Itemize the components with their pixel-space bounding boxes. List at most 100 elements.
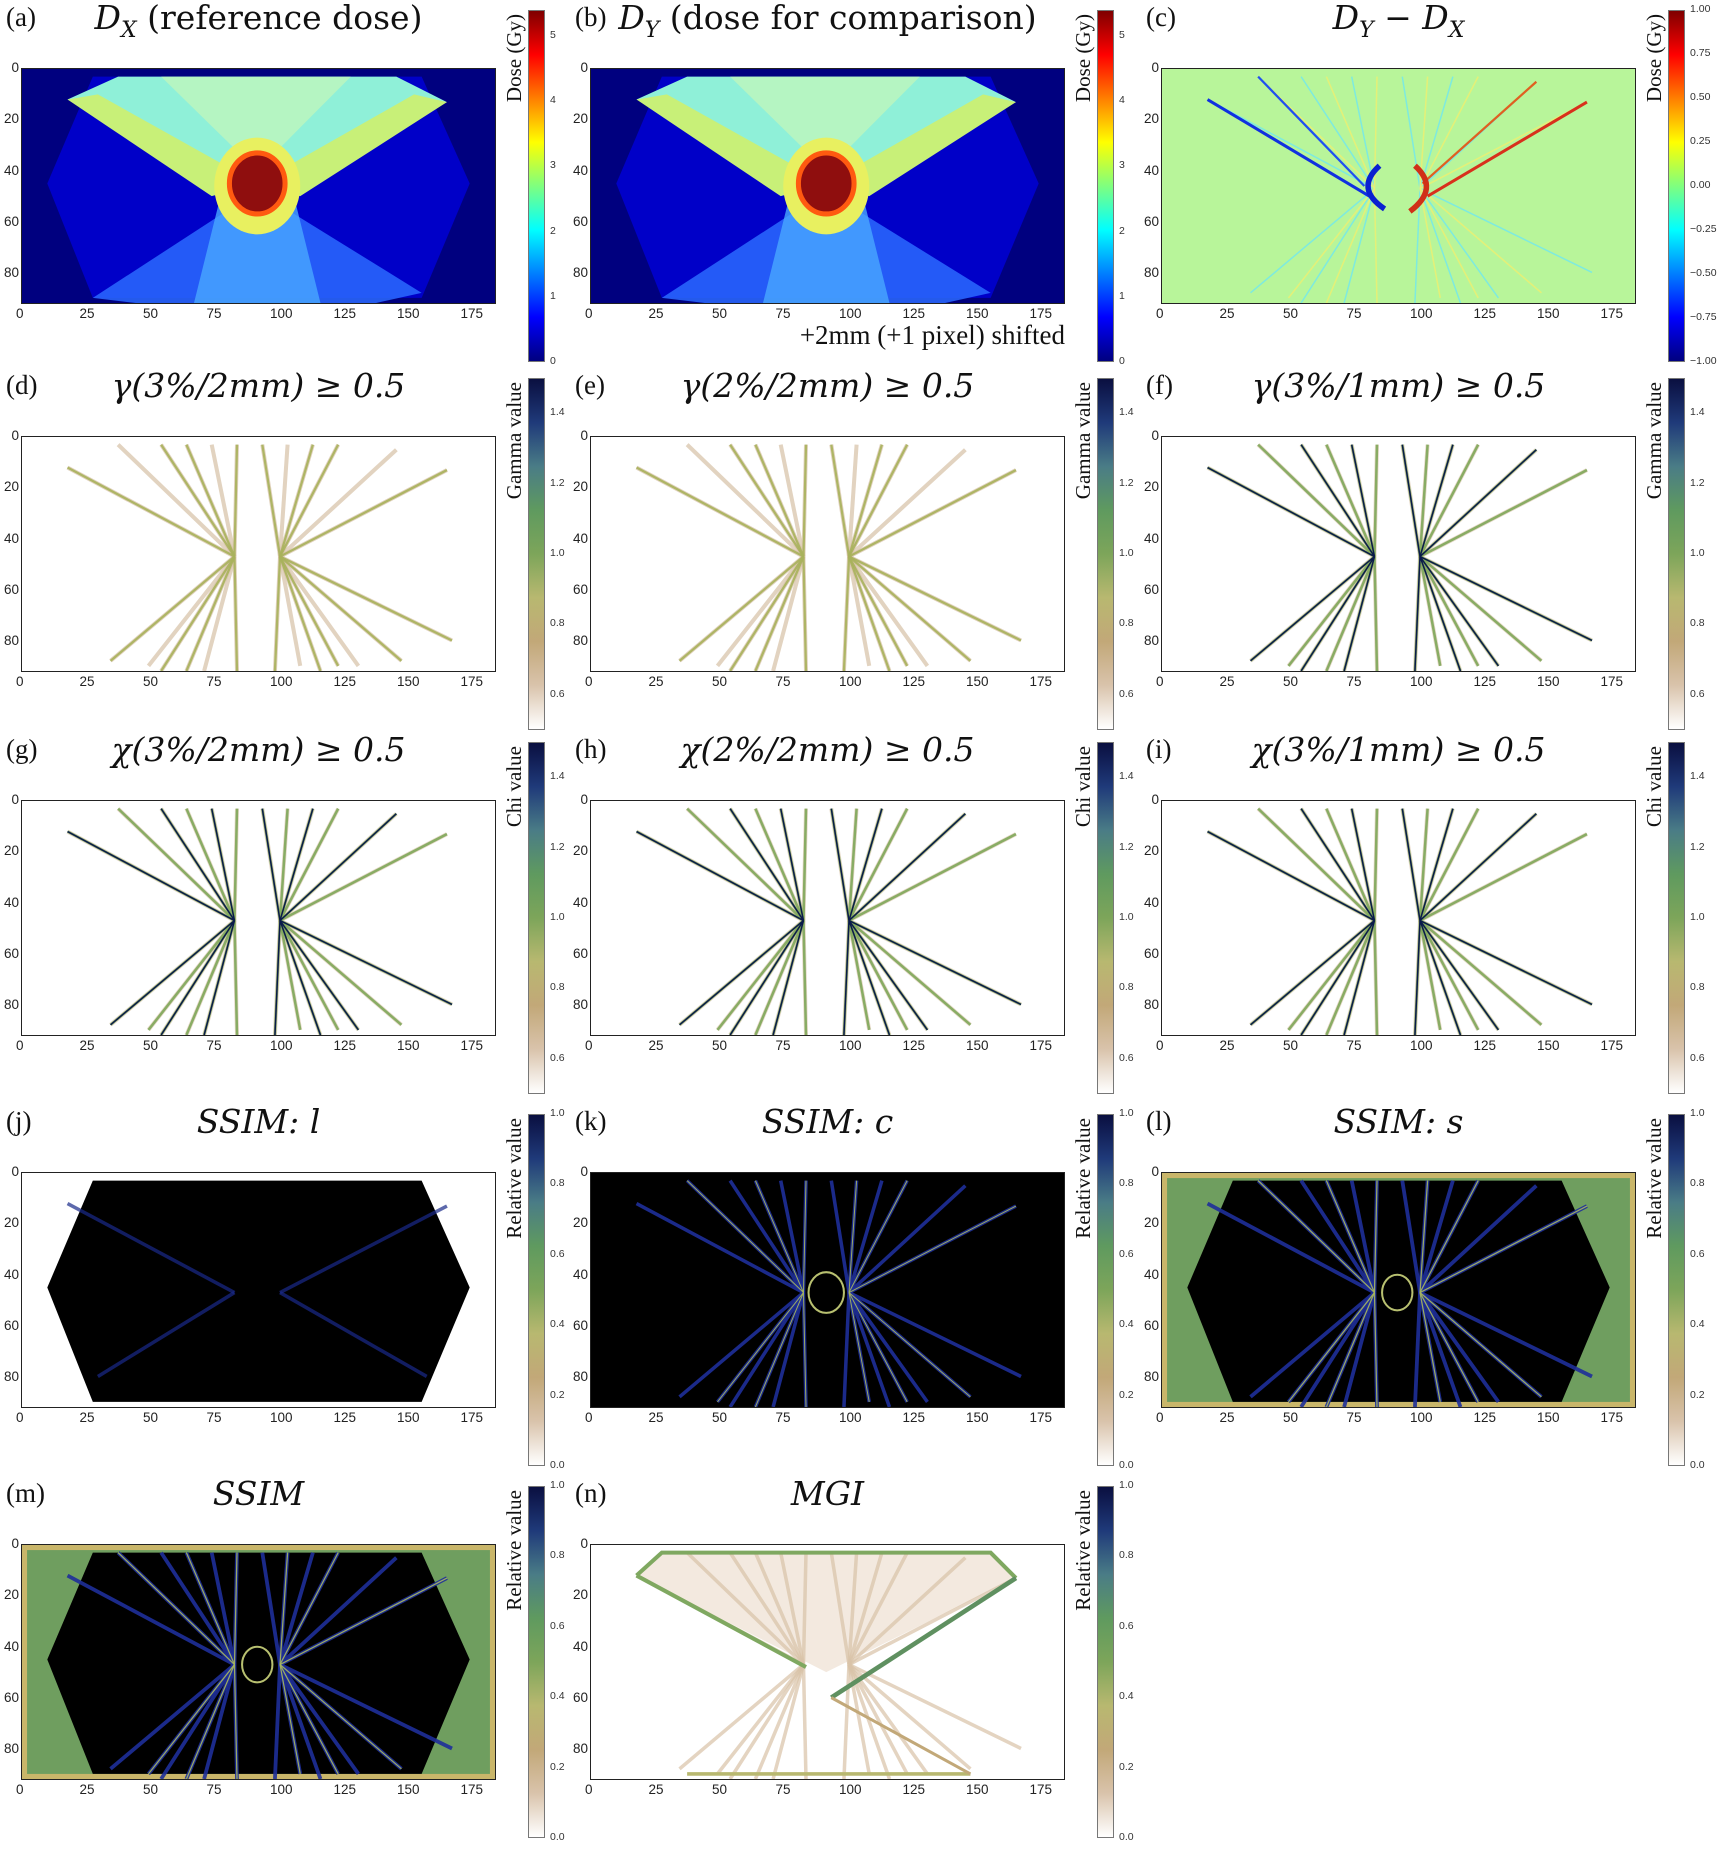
colorbar-tick-label: 1.0 xyxy=(1119,547,1134,559)
upper-beam-mark xyxy=(730,76,920,171)
beam-mark xyxy=(728,1551,805,1666)
beam-mark xyxy=(1414,920,1421,1035)
title-segment: MGI xyxy=(790,1474,865,1513)
colorbar-tick-label: 0.2 xyxy=(1690,1388,1705,1401)
beam-mark xyxy=(279,1204,448,1295)
x-tick-label: 100 xyxy=(839,1410,862,1425)
x-tick-label: 50 xyxy=(712,674,728,689)
edge-mark xyxy=(830,1576,1018,1700)
beam-mark xyxy=(1419,1292,1441,1403)
x-tick-label: 125 xyxy=(333,674,357,689)
y-tick-label: 20 xyxy=(3,111,19,127)
y-tick-label: 60 xyxy=(572,1689,588,1705)
x-tick-label: 150 xyxy=(397,1038,420,1053)
heatmap-plot xyxy=(590,800,1065,1036)
target-mark xyxy=(806,892,847,949)
x-tick-label: 175 xyxy=(460,674,484,689)
x-tick-label: 175 xyxy=(1600,1410,1624,1425)
x-tick-label: 75 xyxy=(775,1410,791,1425)
beam-mark xyxy=(278,444,340,558)
beam-mark xyxy=(1419,920,1500,1031)
x-tick-label: 25 xyxy=(79,1410,95,1425)
beam-mark xyxy=(847,1184,967,1294)
beam-mark xyxy=(278,920,302,1031)
y-tick-label: 0 xyxy=(580,1536,588,1551)
x-tick-label: 100 xyxy=(270,306,293,321)
beam-mark xyxy=(1373,808,1379,921)
heatmap-image xyxy=(635,443,1022,671)
beam-mark xyxy=(1419,187,1542,294)
panel-title: DY − DX xyxy=(1161,0,1636,43)
colorbar-tick-label: 1 xyxy=(550,289,556,302)
panel-e: (e) γ(2%/2mm) ≥ 0.5 0 25 50 75 100 125 150 175 0 20… xyxy=(572,366,1142,738)
beam-mark xyxy=(1250,555,1375,662)
beam-mark xyxy=(1419,101,1588,190)
panel-label: (j) xyxy=(6,1106,32,1136)
colorbar-tick-label: 0.8 xyxy=(1119,981,1134,994)
title-segment: χ(3%/2mm) ≥ 0.5 xyxy=(111,730,406,769)
x-tick-label: 25 xyxy=(79,1038,95,1053)
x-tick-label: 175 xyxy=(460,306,484,321)
y-tick-label: 20 xyxy=(572,1587,588,1603)
beam-mark xyxy=(1418,808,1480,922)
beam-mark xyxy=(67,830,235,922)
colorbar-tick-label: 0.0 xyxy=(1690,1459,1705,1471)
beam-mark xyxy=(801,1664,808,1779)
y-tick-label: 80 xyxy=(3,1369,19,1385)
x-tick-label: 25 xyxy=(79,674,95,689)
title-segment: γ(3%/1mm) ≥ 0.5 xyxy=(1251,366,1546,405)
panel-b: (b) DY (dose for comparison) 0 25 50 75 100 125… xyxy=(573,0,1142,370)
x-tick-label: 100 xyxy=(1410,674,1433,689)
x-tick-label: 150 xyxy=(397,1782,420,1797)
beam-mark xyxy=(117,1552,235,1666)
heatmap-plot xyxy=(21,800,496,1036)
x-tick-label: 50 xyxy=(143,674,159,689)
x-tick-label: 25 xyxy=(648,1410,664,1425)
colorbar-tick-label: 5 xyxy=(1119,29,1125,42)
y-tick-label: 20 xyxy=(1143,843,1159,859)
beam-mark xyxy=(1350,76,1376,189)
colorbar-label: Dose (Gy) xyxy=(1642,14,1666,103)
x-tick-label: 0 xyxy=(16,1410,24,1425)
beam-mark xyxy=(729,555,805,671)
negative-beam-mark xyxy=(1257,75,1366,187)
colorbar-tick-label: −0.25 xyxy=(1690,223,1717,235)
beam-mark xyxy=(1418,556,1442,667)
x-tick-label: 25 xyxy=(648,674,664,689)
colorbar-tick-label: 0.6 xyxy=(550,1247,565,1260)
heatmap-plot xyxy=(1161,1172,1636,1408)
x-tick-label: 75 xyxy=(775,306,791,321)
y-tick-label: 60 xyxy=(1143,945,1159,961)
x-tick-label: 0 xyxy=(585,674,593,689)
beam-mark xyxy=(753,1663,806,1779)
colorbar-tick-label: 0.8 xyxy=(1119,1177,1134,1190)
x-tick-label: 175 xyxy=(1029,1782,1053,1797)
beam-mark xyxy=(1373,920,1379,1035)
x-tick-label: 75 xyxy=(775,1038,791,1053)
beam-mark xyxy=(716,1663,805,1776)
colorbar-tick-label: 1.0 xyxy=(550,911,565,923)
beam-mark xyxy=(842,1292,851,1407)
colorbar-tick-label: 0.0 xyxy=(1119,1459,1134,1471)
x-tick-label: 125 xyxy=(333,1410,357,1425)
beam-mark xyxy=(1419,76,1479,189)
beam-mark xyxy=(1207,466,1375,558)
colorbar-tick-label: 1.4 xyxy=(550,770,565,783)
beam-mark xyxy=(185,808,236,922)
colorbar-tick-label: 0.2 xyxy=(1119,1388,1134,1401)
x-tick-label: 125 xyxy=(902,306,926,321)
beam-mark xyxy=(233,444,239,557)
beam-mark xyxy=(847,919,909,1031)
beam-mark xyxy=(679,919,804,1026)
beam-mark xyxy=(1418,1291,1463,1407)
beam-mark xyxy=(843,920,850,1035)
panel-n: (n) MGI 0 25 50 75 100 125 150 175 0 20 40 60 80 0.0 0.2… xyxy=(572,1474,1142,1846)
beam-mark xyxy=(1419,1205,1588,1294)
x-tick-label: 150 xyxy=(966,1038,989,1053)
y-tick-label: 80 xyxy=(572,633,588,649)
colorbar xyxy=(1668,1114,1685,1466)
heatmap-image xyxy=(1162,1173,1635,1407)
x-tick-label: 100 xyxy=(270,1410,293,1425)
colorbar-tick-label: 3 xyxy=(550,159,556,172)
beam-mark xyxy=(1419,449,1537,558)
